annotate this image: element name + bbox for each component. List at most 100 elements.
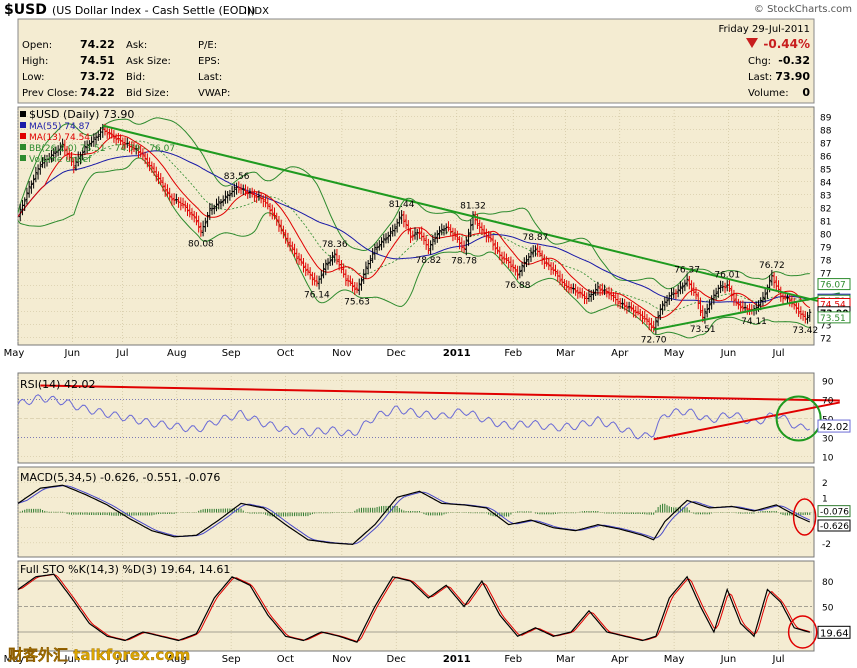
quote-right-value: 73.90 bbox=[775, 70, 810, 83]
legend-entry: $USD (Daily) 73.90 bbox=[29, 108, 134, 121]
x-tick-label: Aug bbox=[167, 654, 187, 665]
bb-middle-line bbox=[17, 140, 810, 311]
y-tick-label: 88 bbox=[820, 127, 832, 137]
x-tick-label: Jun bbox=[720, 654, 737, 665]
x-tick-label: Oct bbox=[277, 348, 294, 359]
quote-cell: Prev Close: bbox=[22, 88, 78, 99]
price-annotation: 75.63 bbox=[344, 297, 370, 307]
quote-cell: Last: bbox=[198, 72, 222, 83]
quote-cell: P/E: bbox=[198, 40, 217, 51]
x-tick-label: May bbox=[664, 654, 685, 665]
sto-tick-label: 80 bbox=[822, 578, 834, 588]
rsi-tick-label: 30 bbox=[822, 434, 834, 444]
x-tick-label: Apr bbox=[611, 348, 629, 359]
x-tick-label: Jul bbox=[115, 654, 128, 665]
quote-right-label: Volume: bbox=[748, 88, 789, 99]
last-value-label: 76.07 bbox=[820, 281, 846, 291]
x-tick-label: Oct bbox=[277, 654, 294, 665]
macd-tick-label: -2 bbox=[822, 540, 831, 550]
x-tick-label: Jul bbox=[115, 348, 128, 359]
price-annotation: 81.44 bbox=[389, 200, 415, 210]
x-tick-label: Mar bbox=[556, 654, 576, 665]
bb-upper-line bbox=[17, 117, 810, 290]
quote-cell: VWAP: bbox=[198, 88, 230, 99]
price-annotation: 78.87 bbox=[523, 233, 549, 243]
quote-cell: 74.22 bbox=[80, 86, 115, 99]
quote-cell: High: bbox=[22, 56, 48, 67]
x-tick-label: May bbox=[4, 348, 25, 359]
price-annotation: 76.88 bbox=[505, 281, 531, 291]
y-tick-label: 72 bbox=[820, 335, 831, 345]
legend-swatch bbox=[20, 144, 26, 150]
legend-swatch bbox=[20, 122, 26, 128]
macd-last-label: -0.626 bbox=[820, 522, 849, 532]
sto-highlight-circle bbox=[787, 615, 818, 649]
last-value-box bbox=[817, 311, 851, 324]
quote-cell: 73.72 bbox=[80, 70, 115, 83]
x-tick-label: Jul bbox=[772, 654, 785, 665]
quote-right-label: Chg: bbox=[748, 56, 771, 67]
price-annotation: 76.01 bbox=[714, 270, 740, 280]
y-tick-label: 84 bbox=[820, 179, 832, 189]
legend-entry: MA(13) 74.54 bbox=[29, 133, 90, 143]
quote-cell: Low: bbox=[22, 72, 45, 83]
quote-table: Open: 74.22 Ask: P/E: High: 74.51 Ask Size: EPS… bbox=[22, 38, 230, 99]
rsi-tick-label: 10 bbox=[822, 453, 834, 463]
price-annotation: 73.51 bbox=[690, 325, 716, 335]
rsi-support-line bbox=[653, 401, 840, 441]
price-annotation: 74.11 bbox=[741, 317, 767, 327]
price-annotation: 78.78 bbox=[451, 256, 477, 266]
price-annotation: 76.37 bbox=[674, 266, 700, 276]
y-tick-label: 83 bbox=[820, 192, 831, 202]
macd-tick-label: 1 bbox=[822, 494, 828, 504]
x-tick-label: May bbox=[664, 348, 685, 359]
x-tick-label: 2011 bbox=[443, 348, 471, 359]
quote-cell: Bid: bbox=[126, 72, 145, 83]
x-tick-label: Dec bbox=[387, 348, 406, 359]
price-annotation: 78.82 bbox=[415, 256, 441, 266]
macd-highlight-circle bbox=[792, 498, 817, 536]
legend-swatch bbox=[20, 133, 26, 139]
sto-last-box bbox=[817, 625, 851, 639]
price-annotation: 72.70 bbox=[641, 335, 667, 345]
x-tick-label: Aug bbox=[167, 348, 187, 359]
x-tick-label: Sep bbox=[222, 654, 241, 665]
price-panel bbox=[17, 106, 815, 346]
sto-last-label: 19.64 bbox=[820, 628, 849, 639]
x-tick-label: Jun bbox=[720, 348, 737, 359]
price-annotation: 76.72 bbox=[759, 261, 785, 271]
legend-entry: Volume undef bbox=[29, 155, 92, 165]
x-tick-label: Dec bbox=[387, 654, 406, 665]
quote-right: Chg: -0.32 Last: 73.90 Volume: 0 bbox=[748, 54, 810, 99]
date-line: Friday 29-Jul-2011 bbox=[719, 24, 811, 35]
x-tick-label: Nov bbox=[332, 654, 352, 665]
quote-cell: Ask Size: bbox=[126, 56, 171, 67]
copyright: © StockCharts.com bbox=[754, 4, 852, 15]
sto-tick-label: 50 bbox=[822, 604, 834, 614]
sto-k-line bbox=[17, 573, 810, 643]
y-tick-label: 89 bbox=[820, 114, 832, 124]
quote-right-label: Last: bbox=[748, 72, 772, 83]
last-value-label: 74.54 bbox=[820, 300, 846, 310]
macd-last-label: -0.076 bbox=[820, 508, 849, 518]
price-annotation: 73.42 bbox=[792, 326, 818, 336]
x-tick-label: Nov bbox=[332, 348, 352, 359]
chart-header: $USD (US Dollar Index - Cash Settle (EOD… bbox=[4, 2, 852, 104]
x-tick-label: Jun bbox=[64, 654, 81, 665]
ma55-line bbox=[17, 150, 810, 303]
resistance-trendline bbox=[102, 124, 841, 308]
quote-right-value: 0 bbox=[802, 86, 810, 99]
rsi-last-label: 42.02 bbox=[820, 422, 849, 433]
quote-cell: Bid Size: bbox=[126, 88, 169, 99]
x-tick-label: Apr bbox=[611, 654, 629, 665]
x-tick-label: May bbox=[4, 654, 25, 665]
macd-line bbox=[17, 484, 811, 546]
symbol[interactable]: $USD bbox=[4, 2, 47, 18]
quote-cell: Ask: bbox=[126, 40, 147, 51]
rsi-tick-label: 90 bbox=[822, 378, 834, 388]
rsi-highlight-circle bbox=[775, 395, 822, 442]
y-tick-label: 78 bbox=[820, 257, 832, 267]
last-value-tag: 73.51 bbox=[817, 311, 851, 324]
macd-last-box bbox=[817, 519, 851, 532]
